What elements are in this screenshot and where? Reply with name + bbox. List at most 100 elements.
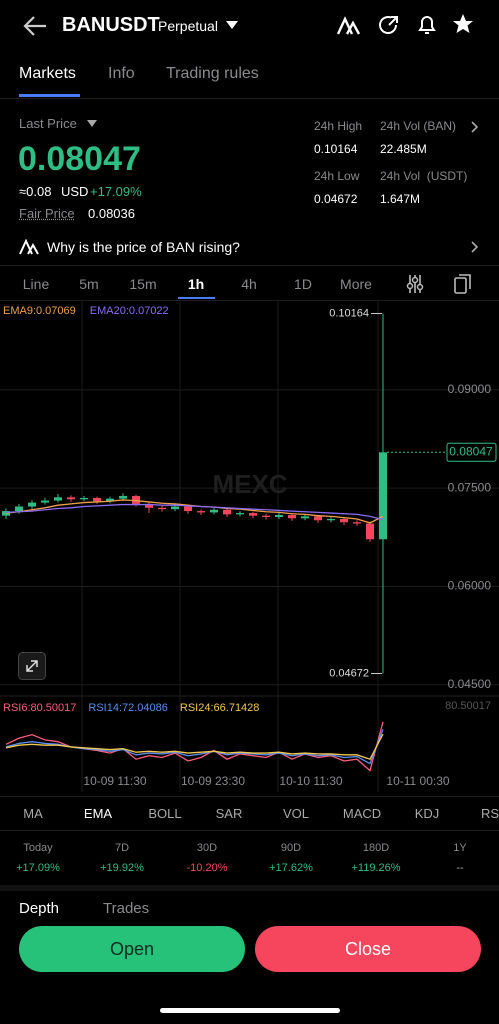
period-change: +119.26% xyxy=(351,862,401,874)
candle-body xyxy=(301,516,309,519)
period-label: 180D xyxy=(362,842,390,854)
interval-tab[interactable]: 15m xyxy=(129,276,157,292)
chevron[interactable] xyxy=(471,121,479,133)
settings-icon[interactable] xyxy=(406,274,424,294)
bell-icon[interactable] xyxy=(416,13,438,37)
divider xyxy=(0,265,499,266)
ai-question[interactable]: Why is the price of BAN rising? xyxy=(47,239,240,255)
candle-body xyxy=(366,523,374,540)
divider xyxy=(0,98,499,99)
stat-label: 24h Low xyxy=(314,169,360,183)
indicator-tab[interactable]: KDJ xyxy=(414,806,440,821)
interval-tab[interactable]: 4h xyxy=(241,276,257,292)
stat-value: 0.04672 xyxy=(314,192,358,206)
last-price-label[interactable]: Last Price xyxy=(19,116,77,131)
period-label: 7D xyxy=(114,842,130,854)
stat-label: 24h High xyxy=(314,119,363,133)
candle-body xyxy=(379,452,387,540)
candle-body xyxy=(236,513,244,515)
candle-body xyxy=(262,515,270,517)
indicator-line xyxy=(5,503,384,521)
share-icon[interactable] xyxy=(378,14,400,36)
candle-body xyxy=(171,506,179,510)
candle-body xyxy=(353,522,361,524)
divider xyxy=(0,885,499,891)
home-indicator xyxy=(160,1008,340,1013)
open-button[interactable]: Open xyxy=(19,926,245,972)
y-tick-label: 80.50017 xyxy=(445,700,491,712)
y-tick-label: 0.06000 xyxy=(448,579,492,593)
y-tick-label: 0.09000 xyxy=(448,382,492,396)
ai-icon[interactable] xyxy=(336,16,362,36)
tab[interactable]: Info xyxy=(108,65,135,82)
favorite-icon[interactable] xyxy=(452,13,474,35)
interval-tab[interactable]: 5m xyxy=(79,276,99,292)
indicator-tab[interactable]: RS xyxy=(480,806,499,821)
candle-body xyxy=(197,511,205,513)
last-price-box xyxy=(446,442,497,462)
candle-body xyxy=(28,502,36,507)
candle-body xyxy=(15,506,23,512)
ai-icon xyxy=(19,239,39,255)
tab-underline xyxy=(19,94,80,97)
watermark: MEXC xyxy=(212,469,287,499)
usd-price: ≈0.08 xyxy=(19,184,52,199)
indicator-tab[interactable]: SAR xyxy=(215,806,243,821)
period-change: +19.92% xyxy=(100,862,144,874)
indicator-tab[interactable]: EMA xyxy=(83,806,113,821)
symbol-title[interactable]: BANUSDT xyxy=(62,14,160,36)
indicator-line xyxy=(5,729,384,765)
candle-body xyxy=(223,509,231,515)
period-label: 1Y xyxy=(453,842,467,854)
caret xyxy=(87,120,97,127)
chart-area: MEXC 0.09000 0.07500 0.06000 0.04500 0.10164 0… xyxy=(0,300,499,792)
candle-body xyxy=(132,496,140,504)
dropdown-caret[interactable] xyxy=(226,20,238,30)
period-label: 90D xyxy=(280,842,302,854)
chevron[interactable] xyxy=(471,241,479,253)
close-button[interactable]: Close xyxy=(255,926,481,972)
period-change: +17.09% xyxy=(16,862,60,874)
indicator-tab[interactable]: VOL xyxy=(282,806,310,821)
legend-entry: EMA9:0.07069 xyxy=(3,305,76,317)
price-change: +17.09% xyxy=(90,184,142,199)
interval-tab[interactable]: 1D xyxy=(294,276,312,292)
legend-entry: RSI14:72.04086 xyxy=(88,702,168,714)
period-change: -10.20% xyxy=(186,862,228,874)
fullscreen-button[interactable] xyxy=(18,652,46,680)
candle-body xyxy=(184,506,192,512)
stat-value: 22.485M xyxy=(380,142,427,156)
candle-body xyxy=(327,518,335,521)
copy-icon[interactable] xyxy=(454,274,472,294)
usd-unit: USD xyxy=(61,184,89,199)
y-tick-label: 0.04500 xyxy=(448,677,492,691)
candle-body xyxy=(210,509,218,513)
x-tick-label: 10-10 11:30 xyxy=(279,774,342,788)
stat-label: 24h Vol (BAN) xyxy=(380,119,457,133)
x-tick-label: 10-09 11:30 xyxy=(83,774,146,788)
bottom-tab[interactable]: Trades xyxy=(103,900,150,917)
back-icon[interactable] xyxy=(22,14,48,38)
tab[interactable]: Trading rules xyxy=(166,65,259,82)
fair-price: 0.08036 xyxy=(88,206,135,221)
bottom-tab[interactable]: Depth xyxy=(19,900,60,917)
indicator-line xyxy=(5,499,384,524)
interval-tab[interactable]: 1h xyxy=(187,276,205,292)
candle-body xyxy=(249,513,257,516)
interval-tab[interactable]: More xyxy=(340,276,372,292)
candle-body xyxy=(340,518,348,523)
contract-type[interactable]: Perpetual xyxy=(158,18,218,34)
legend-entry: RSI6:80.50017 xyxy=(3,702,76,714)
interval-tab[interactable]: Line xyxy=(22,276,50,292)
indicator-tab[interactable]: MACD xyxy=(342,806,382,821)
tab[interactable]: Markets xyxy=(19,65,76,82)
indicator-tab[interactable]: MA xyxy=(23,806,43,821)
candle-body xyxy=(314,516,322,521)
legend-entry: EMA20:0.07022 xyxy=(90,305,169,317)
divider xyxy=(0,830,499,831)
divider xyxy=(0,796,499,797)
legend-entry: RSI24:66.71428 xyxy=(180,702,260,714)
candle-body xyxy=(93,497,101,502)
indicator-tab[interactable]: BOLL xyxy=(148,806,182,821)
